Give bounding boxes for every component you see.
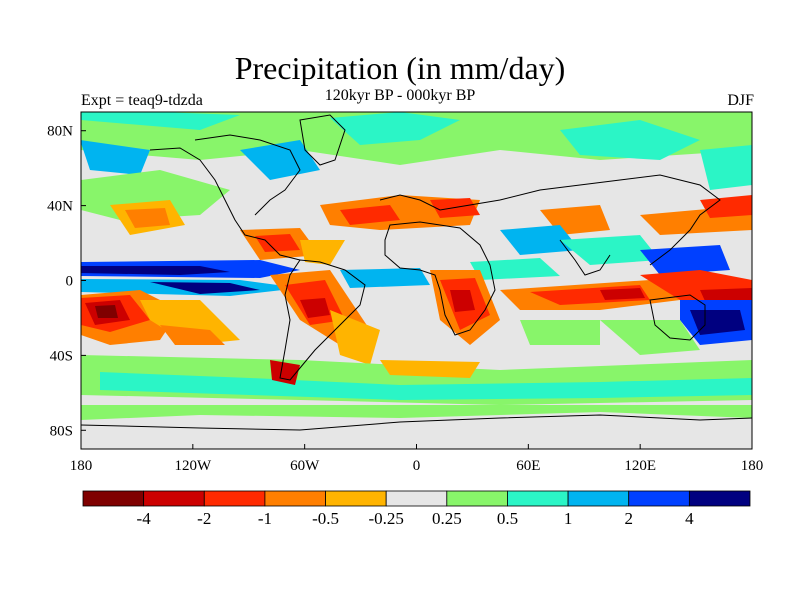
lat-tick-label: 80N xyxy=(47,124,73,140)
map-axes: 180 120W 60W 0 60E 120E 180 80N 40N 0 40S 80S xyxy=(47,124,763,474)
colorbar-label: -0.5 xyxy=(312,509,339,528)
colorbar-swatch xyxy=(82,490,145,507)
lon-tick-label: 60E xyxy=(516,458,540,474)
colorbar-swatch xyxy=(628,490,690,507)
colorbar-label: 4 xyxy=(685,509,694,528)
colorbar-swatch xyxy=(385,490,448,507)
colorbar-swatch xyxy=(325,490,387,507)
lat-tick-label: 0 xyxy=(66,274,74,290)
colorbar-swatch xyxy=(507,490,569,507)
colorbar-label: 0.25 xyxy=(432,509,462,528)
colorbar-swatch xyxy=(688,490,751,507)
lon-tick-label: 180 xyxy=(741,458,764,474)
colorbar-label: 2 xyxy=(624,509,633,528)
season-label: DJF xyxy=(727,92,754,109)
coastlines xyxy=(81,114,752,431)
colorbar-label: -1 xyxy=(258,509,272,528)
colorbar-label: -2 xyxy=(197,509,211,528)
lat-tick-label: 40S xyxy=(50,348,73,364)
colorbar-swatch xyxy=(446,490,508,507)
lon-tick-label: 60W xyxy=(290,458,320,474)
lon-tick-label: 120W xyxy=(174,458,212,474)
colorbar-label: 1 xyxy=(564,509,573,528)
lon-tick-label: 0 xyxy=(413,458,421,474)
colorbar-label: -0.25 xyxy=(368,509,403,528)
colorbar-label: 0.5 xyxy=(497,509,518,528)
lat-tick-label: 40N xyxy=(47,199,73,215)
lon-tick-label: 180 xyxy=(70,458,93,474)
precipitation-field xyxy=(81,112,752,449)
lat-tick-label: 80S xyxy=(50,423,73,439)
chart-title: Precipitation (in mm/day) xyxy=(234,50,566,86)
experiment-label: Expt = teaq9-tdzda xyxy=(81,92,203,109)
lon-tick-label: 120E xyxy=(624,458,656,474)
colorbar-swatch xyxy=(203,490,266,507)
colorbar-swatch xyxy=(567,490,630,507)
colorbar-swatch xyxy=(143,490,205,507)
colorbar-label: -4 xyxy=(137,509,152,528)
colorbar-swatch xyxy=(264,490,326,507)
chart-subtitle: 120kyr BP - 000kyr BP xyxy=(324,87,476,104)
